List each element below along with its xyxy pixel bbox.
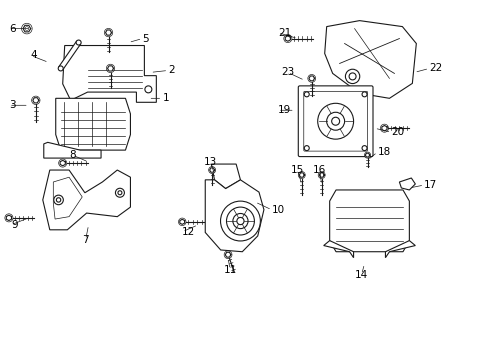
FancyBboxPatch shape bbox=[303, 91, 367, 151]
Polygon shape bbox=[6, 215, 12, 221]
Circle shape bbox=[348, 73, 355, 80]
Text: 6: 6 bbox=[9, 24, 16, 33]
Polygon shape bbox=[324, 21, 415, 98]
Polygon shape bbox=[107, 66, 113, 71]
Polygon shape bbox=[60, 160, 65, 166]
Polygon shape bbox=[44, 142, 101, 158]
Text: 19: 19 bbox=[277, 105, 290, 115]
Text: 16: 16 bbox=[312, 165, 325, 175]
Text: 2: 2 bbox=[168, 66, 175, 76]
Polygon shape bbox=[42, 170, 130, 230]
Polygon shape bbox=[53, 177, 82, 219]
Polygon shape bbox=[59, 41, 81, 70]
Polygon shape bbox=[385, 240, 414, 258]
Text: 7: 7 bbox=[82, 235, 89, 245]
Circle shape bbox=[326, 112, 344, 130]
Text: 1: 1 bbox=[162, 93, 168, 103]
Text: 18: 18 bbox=[377, 147, 390, 157]
Polygon shape bbox=[209, 168, 214, 172]
Circle shape bbox=[361, 92, 366, 97]
Circle shape bbox=[236, 217, 244, 225]
Circle shape bbox=[76, 40, 81, 45]
Circle shape bbox=[56, 198, 61, 202]
Circle shape bbox=[58, 66, 63, 71]
Polygon shape bbox=[205, 180, 264, 252]
Text: 22: 22 bbox=[428, 63, 442, 73]
Text: 13: 13 bbox=[203, 157, 216, 167]
Text: 17: 17 bbox=[424, 180, 437, 190]
FancyBboxPatch shape bbox=[298, 86, 372, 157]
Text: 5: 5 bbox=[142, 33, 149, 44]
Circle shape bbox=[115, 188, 124, 197]
Circle shape bbox=[304, 92, 308, 97]
Polygon shape bbox=[323, 240, 353, 258]
Circle shape bbox=[54, 195, 63, 205]
Circle shape bbox=[144, 86, 152, 93]
Circle shape bbox=[232, 213, 247, 229]
Circle shape bbox=[317, 103, 353, 139]
Polygon shape bbox=[381, 126, 386, 131]
Text: 11: 11 bbox=[223, 265, 236, 275]
Polygon shape bbox=[62, 45, 156, 102]
Circle shape bbox=[304, 146, 308, 150]
Polygon shape bbox=[299, 173, 304, 177]
Polygon shape bbox=[33, 98, 39, 103]
Text: 21: 21 bbox=[277, 28, 290, 37]
Circle shape bbox=[118, 191, 122, 195]
Text: 20: 20 bbox=[390, 127, 404, 137]
Circle shape bbox=[345, 69, 359, 84]
Polygon shape bbox=[285, 36, 290, 41]
Polygon shape bbox=[56, 98, 130, 150]
Polygon shape bbox=[105, 30, 111, 35]
Text: 14: 14 bbox=[354, 270, 367, 280]
Text: 23: 23 bbox=[281, 67, 294, 77]
Polygon shape bbox=[399, 178, 414, 190]
Polygon shape bbox=[211, 164, 240, 189]
Text: 9: 9 bbox=[11, 220, 18, 230]
Polygon shape bbox=[23, 25, 31, 32]
Circle shape bbox=[226, 207, 254, 235]
Text: 12: 12 bbox=[182, 227, 195, 237]
Text: 10: 10 bbox=[271, 205, 285, 215]
Circle shape bbox=[331, 117, 339, 125]
Text: 3: 3 bbox=[9, 100, 16, 110]
Polygon shape bbox=[308, 76, 314, 81]
Circle shape bbox=[220, 201, 260, 241]
Polygon shape bbox=[319, 173, 324, 177]
Polygon shape bbox=[365, 153, 369, 157]
Polygon shape bbox=[180, 219, 184, 224]
Circle shape bbox=[361, 146, 366, 150]
Text: 15: 15 bbox=[290, 165, 304, 175]
Text: 4: 4 bbox=[31, 50, 38, 60]
Polygon shape bbox=[329, 190, 408, 252]
Text: 8: 8 bbox=[69, 150, 76, 160]
Polygon shape bbox=[225, 252, 230, 257]
